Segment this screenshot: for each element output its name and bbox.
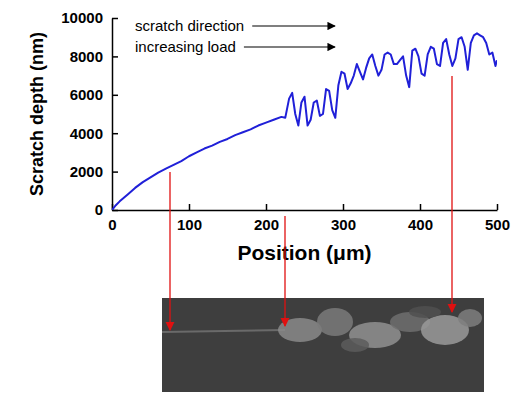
x-axis-title: Position (μm) bbox=[237, 241, 371, 264]
x-tick-label: 0 bbox=[108, 216, 116, 233]
y-tick-mark bbox=[112, 18, 118, 20]
x-tick: 400 bbox=[408, 204, 433, 233]
debris bbox=[341, 338, 369, 352]
x-tick-label: 400 bbox=[408, 216, 433, 233]
x-tick-mark bbox=[343, 204, 345, 210]
y-tick-label: 4000 bbox=[70, 125, 103, 142]
y-tick-label: 0 bbox=[95, 201, 103, 218]
x-tick-mark bbox=[497, 204, 499, 210]
y-tick-label: 2000 bbox=[70, 163, 103, 180]
y-tick: 10000 bbox=[61, 9, 118, 26]
debris bbox=[409, 306, 441, 318]
x-tick: 300 bbox=[331, 204, 356, 233]
y-tick-mark bbox=[112, 95, 118, 97]
y-tick: 6000 bbox=[70, 86, 118, 103]
y-tick: 2000 bbox=[70, 163, 118, 180]
x-tick-label: 300 bbox=[331, 216, 356, 233]
x-tick: 100 bbox=[177, 204, 202, 233]
y-axis-title: Scratch depth (nm) bbox=[27, 32, 47, 196]
y-tick: 4000 bbox=[70, 125, 118, 142]
x-tick-mark bbox=[420, 204, 422, 210]
y-tick: 0 bbox=[95, 201, 118, 218]
y-tick-label: 8000 bbox=[70, 48, 103, 65]
pointer-arrow bbox=[451, 76, 452, 312]
x-tick-label: 500 bbox=[485, 216, 510, 233]
x-tick: 500 bbox=[485, 204, 510, 233]
debris bbox=[317, 308, 353, 336]
x-tick: 200 bbox=[254, 204, 279, 233]
debris bbox=[458, 309, 482, 327]
groove bbox=[162, 330, 285, 332]
x-tick-label: 200 bbox=[254, 216, 279, 233]
annotation-arrow bbox=[252, 25, 335, 26]
pointer-arrow bbox=[284, 216, 285, 326]
chart: 0 100 200 300 400 500 0 2000 4000 6000 8000 10000 Sc… bbox=[0, 0, 520, 396]
annotation-arrow bbox=[244, 46, 335, 47]
x-tick-label: 100 bbox=[177, 216, 202, 233]
micrograph bbox=[162, 298, 484, 392]
y-tick-label: 6000 bbox=[70, 86, 103, 103]
y-tick-mark bbox=[112, 56, 118, 58]
y-tick: 8000 bbox=[70, 48, 118, 65]
y-axis: 0 2000 4000 6000 8000 10000 bbox=[61, 9, 118, 218]
micrograph-ground bbox=[162, 298, 484, 392]
annotation: scratch direction bbox=[135, 17, 244, 34]
x-tick-mark bbox=[189, 204, 191, 210]
y-tick-mark bbox=[112, 133, 118, 135]
pointer-arrow bbox=[169, 172, 170, 330]
y-tick-mark bbox=[112, 171, 118, 173]
y-axis-line bbox=[112, 19, 114, 211]
x-tick-mark bbox=[266, 204, 268, 210]
annotation: increasing load bbox=[135, 38, 236, 55]
x-axis: 0 100 200 300 400 500 bbox=[108, 204, 510, 233]
y-tick-label: 10000 bbox=[61, 9, 103, 26]
